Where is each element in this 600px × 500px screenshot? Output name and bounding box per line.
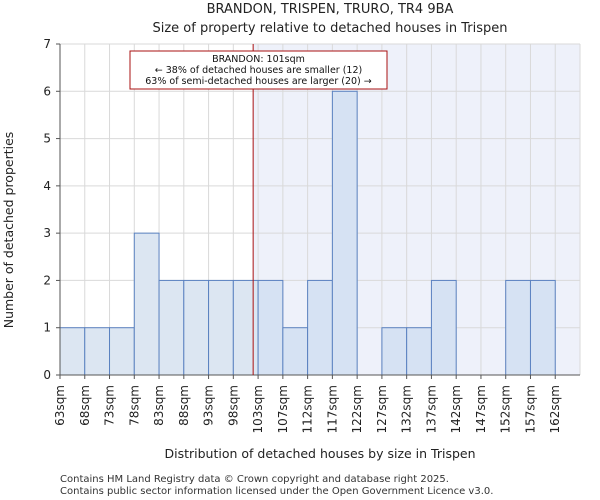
histogram-bar <box>257 279 284 376</box>
annotation-line: ← 38% of detached houses are smaller (12… <box>155 65 362 76</box>
x-tick-label: 132sqm <box>400 385 414 433</box>
x-tick-label: 147sqm <box>474 385 488 433</box>
y-tick-label: 2 <box>43 273 51 287</box>
x-tick-label: 73sqm <box>103 385 117 426</box>
y-tick-label: 4 <box>43 179 51 193</box>
x-tick-label: 107sqm <box>276 385 290 433</box>
histogram-bar <box>208 279 234 376</box>
y-tick-label: 7 <box>43 37 51 51</box>
x-tick-label: 93sqm <box>202 385 216 426</box>
y-tick-label: 5 <box>43 132 51 146</box>
chart-title: BRANDON, TRISPEN, TRURO, TR4 9BA <box>207 2 454 17</box>
y-tick-label: 6 <box>43 84 51 98</box>
x-tick-label: 127sqm <box>375 385 389 433</box>
histogram-bar <box>158 279 185 376</box>
x-tick-label: 63sqm <box>53 385 67 426</box>
x-tick-label: 157sqm <box>523 385 537 433</box>
histogram-bar <box>84 327 111 376</box>
x-tick-label: 68sqm <box>78 385 92 426</box>
x-tick-label: 162sqm <box>548 385 562 433</box>
histogram-bar <box>232 279 259 376</box>
x-tick-label: 98sqm <box>226 385 240 426</box>
x-tick-label: 117sqm <box>325 385 339 433</box>
histogram-bar <box>133 232 160 376</box>
y-tick-label: 3 <box>43 226 51 240</box>
annotation-line: 63% of semi-detached houses are larger (… <box>145 76 372 87</box>
histogram-bar <box>183 279 210 376</box>
histogram-bar <box>282 327 309 376</box>
footer-line-1: Contains HM Land Registry data © Crown c… <box>60 474 449 485</box>
histogram-bar <box>505 279 531 376</box>
y-axis-label: Number of detached properties <box>1 132 16 329</box>
histogram-bar <box>307 279 333 376</box>
histogram-bar <box>331 90 358 376</box>
chart-subtitle: Size of property relative to detached ho… <box>152 21 507 36</box>
x-tick-label: 122sqm <box>350 385 364 433</box>
histogram-bar <box>381 327 408 376</box>
histogram-bar <box>59 327 86 376</box>
x-tick-label: 103sqm <box>251 385 265 433</box>
footer-line-2: Contains public sector information licen… <box>60 486 493 497</box>
plot-area: 0 1 2 3 4 5 6 7 63sqm 68sqm 73sqm 78sqm 83sqm 88sqm 93… <box>43 37 581 433</box>
y-tick-label: 1 <box>43 321 51 335</box>
histogram-bar <box>430 279 457 376</box>
histogram-bar <box>406 327 432 376</box>
x-tick-label: 142sqm <box>449 385 463 433</box>
annotation-box <box>129 50 388 90</box>
y-tick-label: 0 <box>43 368 51 382</box>
x-tick-label: 112sqm <box>301 385 315 433</box>
histogram-bar <box>109 327 135 376</box>
x-tick-label: 152sqm <box>499 385 513 433</box>
x-tick-label: 137sqm <box>424 385 438 433</box>
x-tick-label: 83sqm <box>152 385 166 426</box>
x-tick-label: 78sqm <box>127 385 141 426</box>
annotation-line: BRANDON: 101sqm <box>212 54 305 65</box>
x-tick-label: 88sqm <box>177 385 191 426</box>
histogram-bar <box>529 279 556 376</box>
x-axis-label: Distribution of detached houses by size … <box>164 446 475 461</box>
